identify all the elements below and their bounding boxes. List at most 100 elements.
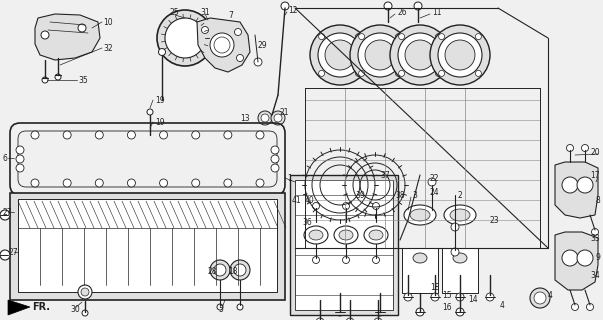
Text: 19: 19 [155, 95, 165, 105]
Circle shape [396, 70, 402, 76]
Circle shape [431, 293, 439, 301]
Text: 35: 35 [78, 76, 88, 84]
Circle shape [55, 74, 61, 80]
Circle shape [451, 248, 459, 256]
Text: 34: 34 [590, 270, 600, 279]
Ellipse shape [324, 205, 356, 225]
Text: 27: 27 [2, 207, 11, 217]
Circle shape [346, 318, 354, 320]
Circle shape [428, 178, 436, 186]
Circle shape [0, 210, 10, 220]
Circle shape [16, 164, 24, 172]
Circle shape [31, 179, 39, 187]
Circle shape [16, 155, 24, 163]
Ellipse shape [364, 226, 388, 244]
Text: 13: 13 [241, 114, 250, 123]
Text: 20: 20 [590, 148, 600, 156]
Bar [10, 193, 285, 300]
Circle shape [256, 131, 264, 139]
Circle shape [376, 308, 384, 316]
Circle shape [405, 40, 435, 70]
Bar [18, 199, 277, 292]
Circle shape [577, 250, 593, 266]
Text: 38: 38 [395, 190, 405, 199]
Circle shape [235, 28, 241, 36]
Text: 26: 26 [398, 7, 408, 17]
Circle shape [562, 250, 578, 266]
Circle shape [192, 179, 200, 187]
Text: 12: 12 [288, 5, 297, 14]
Text: 9: 9 [595, 253, 600, 262]
Text: 32: 32 [103, 44, 113, 52]
Ellipse shape [450, 209, 470, 221]
Circle shape [343, 203, 350, 210]
Circle shape [261, 114, 269, 122]
Circle shape [396, 34, 402, 40]
Circle shape [343, 257, 350, 263]
Circle shape [214, 264, 226, 276]
Circle shape [399, 70, 405, 76]
Text: 14: 14 [468, 295, 478, 305]
Bar [322, 248, 358, 293]
Bar [295, 180, 393, 310]
Circle shape [430, 25, 490, 85]
Circle shape [336, 308, 344, 316]
Bar [402, 248, 438, 293]
Circle shape [475, 34, 481, 40]
Polygon shape [8, 300, 30, 315]
Circle shape [31, 131, 39, 139]
Text: 18: 18 [228, 268, 238, 276]
Circle shape [475, 70, 481, 76]
Ellipse shape [444, 205, 476, 225]
Circle shape [318, 70, 324, 76]
Circle shape [192, 131, 200, 139]
Circle shape [41, 31, 49, 39]
Circle shape [95, 131, 103, 139]
Ellipse shape [369, 230, 383, 240]
Circle shape [271, 155, 279, 163]
Polygon shape [555, 162, 598, 218]
Text: 39: 39 [355, 190, 365, 199]
Circle shape [318, 34, 324, 40]
Polygon shape [555, 232, 598, 290]
Circle shape [160, 179, 168, 187]
Circle shape [414, 2, 422, 10]
Ellipse shape [304, 226, 328, 244]
Circle shape [165, 18, 205, 58]
Circle shape [210, 260, 230, 280]
Circle shape [318, 33, 362, 77]
Circle shape [224, 179, 232, 187]
Circle shape [530, 288, 550, 308]
Circle shape [234, 264, 246, 276]
Circle shape [210, 33, 234, 57]
Circle shape [399, 34, 405, 40]
Circle shape [445, 40, 475, 70]
Text: 3: 3 [412, 190, 417, 199]
Circle shape [271, 164, 279, 172]
Circle shape [157, 10, 213, 66]
Text: 1: 1 [287, 173, 292, 182]
Text: 2: 2 [458, 190, 463, 199]
Text: 41: 41 [292, 196, 302, 204]
Circle shape [224, 131, 232, 139]
Circle shape [390, 25, 450, 85]
Circle shape [254, 58, 262, 66]
Circle shape [435, 70, 441, 76]
Circle shape [581, 145, 589, 151]
Text: 15: 15 [442, 291, 452, 300]
Bar [442, 248, 478, 293]
Text: FR.: FR. [32, 302, 50, 312]
Circle shape [271, 146, 279, 154]
Ellipse shape [413, 253, 427, 263]
Circle shape [281, 2, 289, 10]
Circle shape [78, 285, 92, 299]
Circle shape [127, 179, 136, 187]
Circle shape [384, 2, 392, 10]
Circle shape [562, 177, 578, 193]
Circle shape [398, 33, 442, 77]
Circle shape [359, 70, 365, 76]
Circle shape [95, 179, 103, 187]
Polygon shape [197, 18, 250, 72]
Circle shape [214, 37, 230, 53]
Circle shape [159, 49, 165, 55]
